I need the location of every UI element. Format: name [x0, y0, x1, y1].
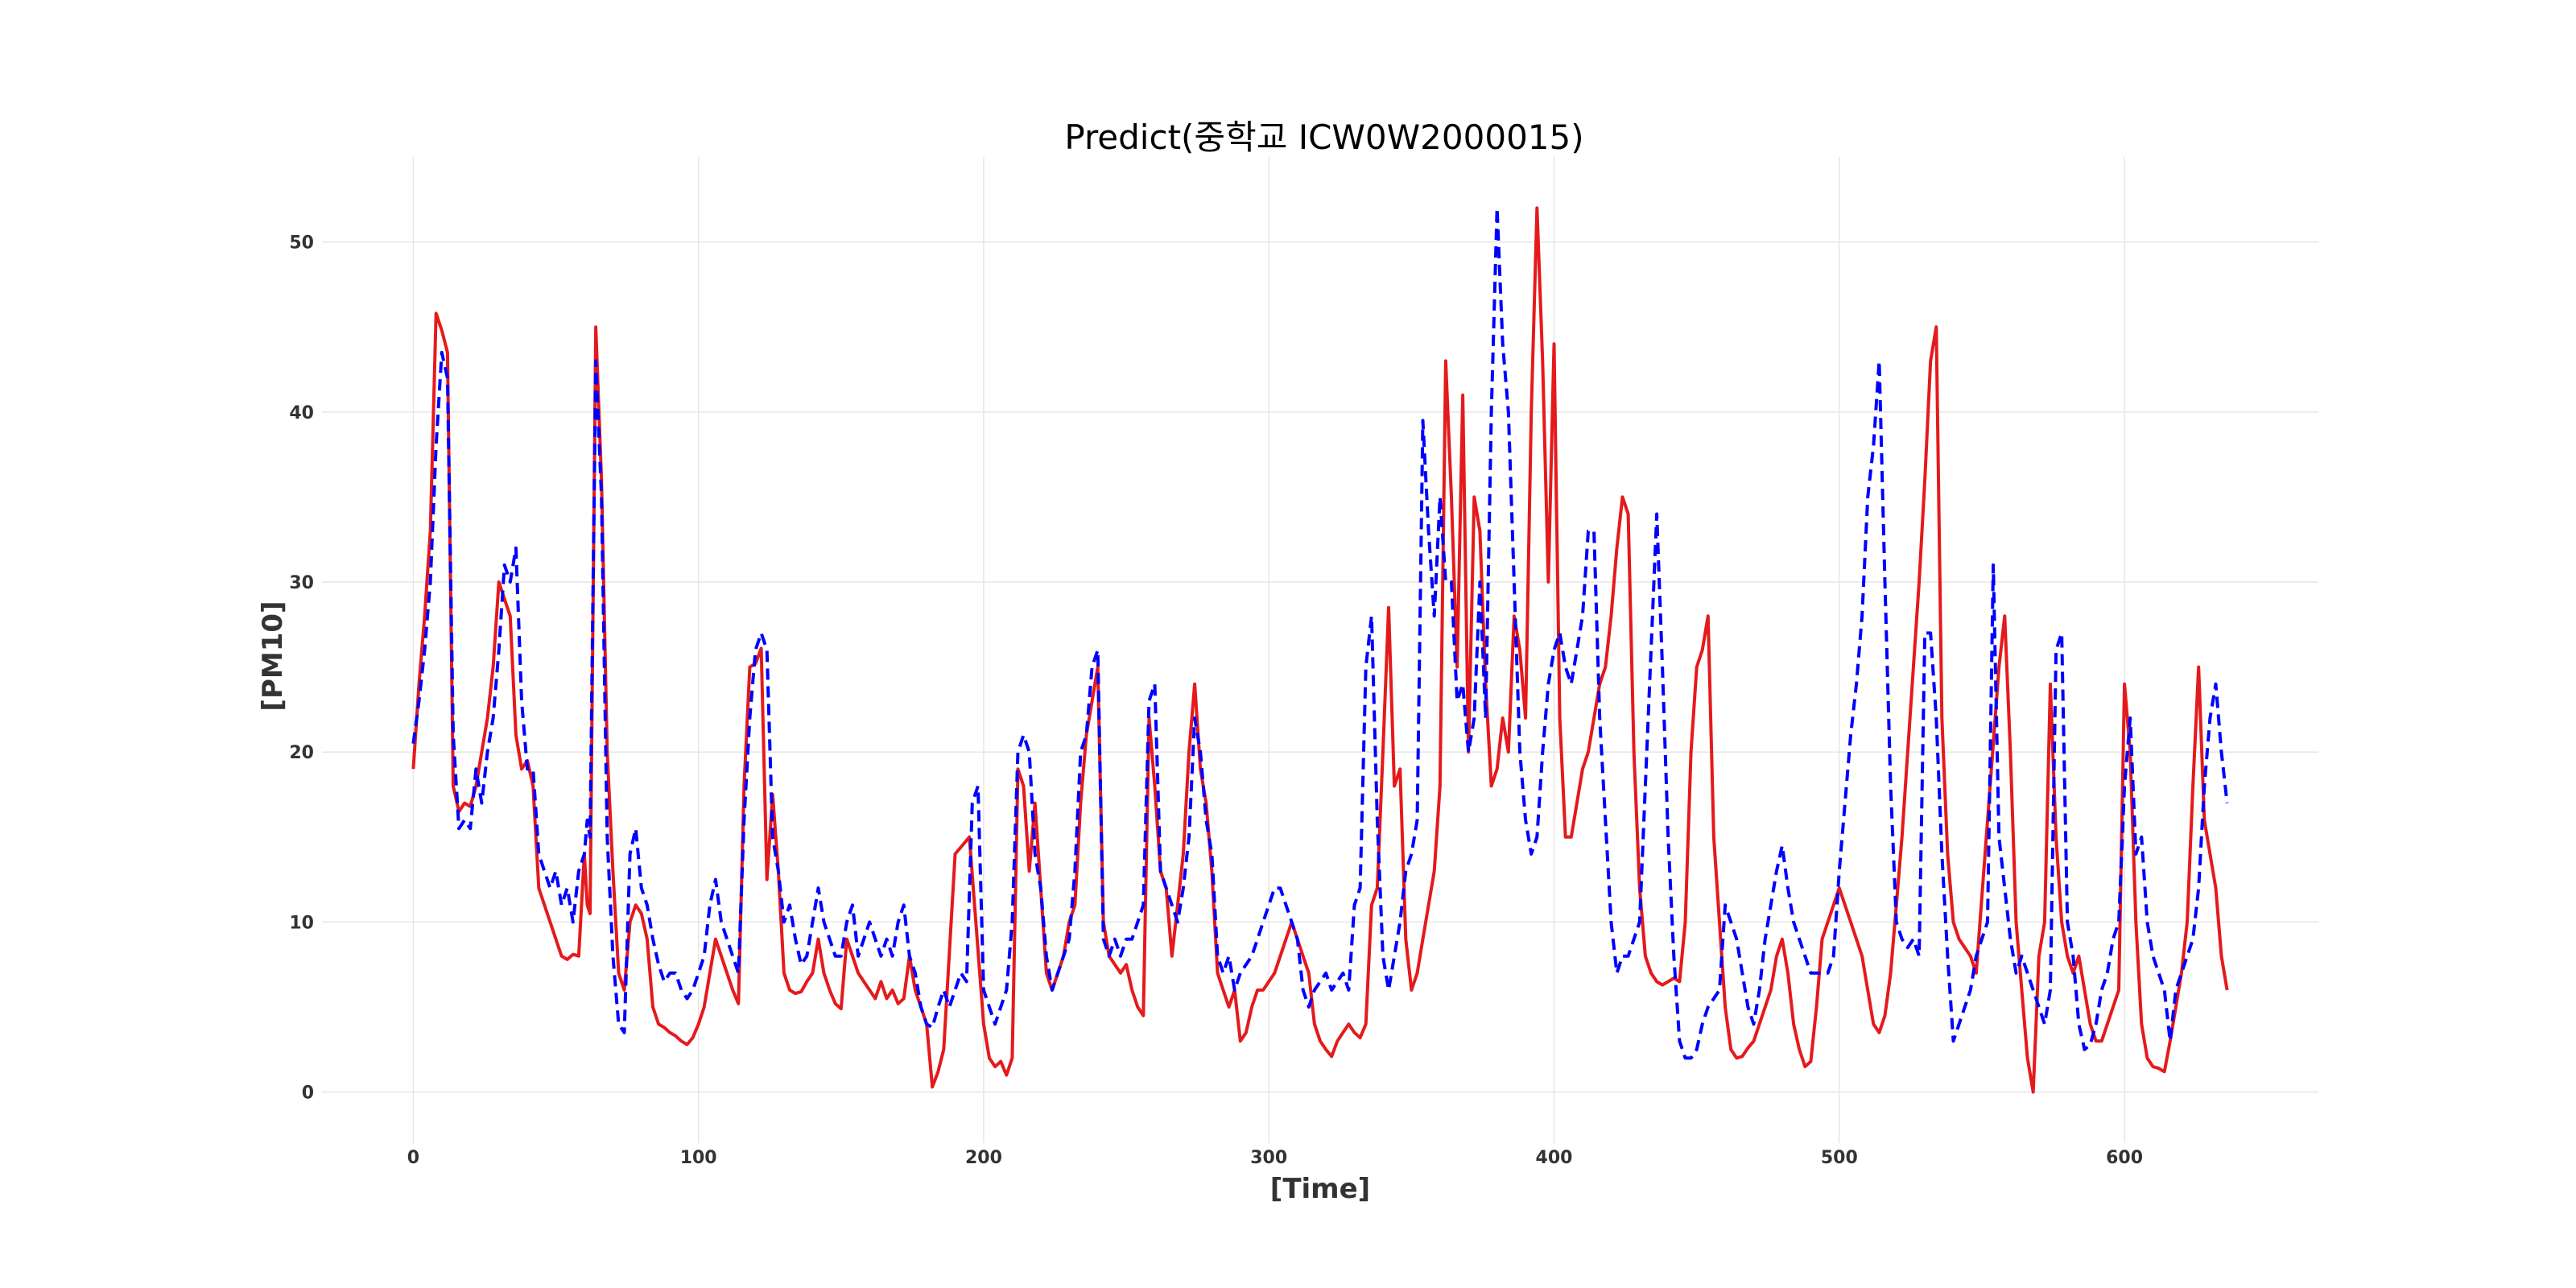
y-tick-label: 40: [289, 403, 314, 423]
x-axis-label: [Time]: [1270, 1173, 1370, 1205]
chart-title: Predict(중학교 ICW0W2000015): [1064, 118, 1583, 157]
x-tick-label: 500: [1821, 1148, 1858, 1168]
y-axis-label: [PM10]: [257, 601, 289, 711]
x-tick-label: 0: [407, 1148, 419, 1168]
y-tick-label: 20: [289, 743, 314, 763]
x-tick-label: 600: [2106, 1148, 2143, 1168]
series-line-actual: [411, 206, 2229, 1094]
x-tick-label: 200: [965, 1148, 1002, 1168]
y-tick-label: 10: [289, 913, 314, 933]
series-line-predicted: [411, 206, 2229, 1060]
x-tick-label: 300: [1250, 1148, 1287, 1168]
series-layer: [411, 206, 2229, 1094]
x-tick-label: 400: [1536, 1148, 1573, 1168]
y-tick-label: 0: [302, 1084, 314, 1104]
y-tick-label: 30: [289, 573, 314, 593]
x-axis-ticks: 0 100 200 300 400 500 600: [407, 1148, 2143, 1168]
x-tick-label: 100: [680, 1148, 717, 1168]
grid-lines: [322, 157, 2318, 1143]
y-tick-label: 50: [289, 233, 314, 254]
y-axis-ticks: 0 10 20 30 40 50: [289, 233, 314, 1104]
